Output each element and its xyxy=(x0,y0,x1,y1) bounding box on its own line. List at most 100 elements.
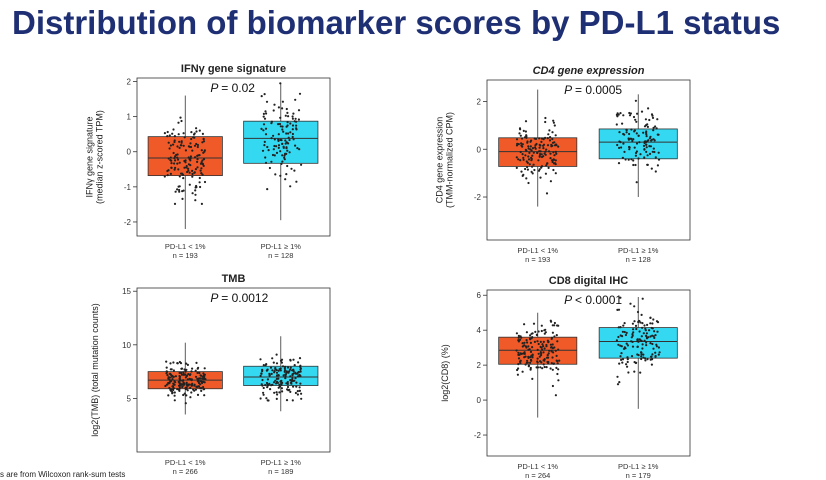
data-point xyxy=(538,355,541,358)
data-point xyxy=(190,370,193,373)
data-point xyxy=(527,345,530,348)
data-point xyxy=(538,155,541,158)
data-point xyxy=(656,133,659,136)
data-point xyxy=(557,348,560,351)
data-point xyxy=(182,373,185,376)
data-point xyxy=(654,125,657,128)
chart-panel: CD4 gene expression -2 0 2 CD4 gene expressi… xyxy=(434,65,691,264)
data-point xyxy=(531,356,534,359)
data-point xyxy=(642,356,645,359)
data-point xyxy=(544,136,547,139)
data-point xyxy=(632,138,635,141)
data-point xyxy=(522,158,525,161)
data-point xyxy=(651,342,654,346)
data-point xyxy=(544,328,547,331)
chart-panel: TMB 5 10 15 log2(TMB) (total mutation counts… xyxy=(90,273,331,476)
data-point xyxy=(616,112,619,115)
data-point xyxy=(616,383,620,386)
data-point xyxy=(646,154,649,157)
p-value-text: = 0.0005 xyxy=(575,83,622,97)
data-point xyxy=(543,359,546,362)
data-point xyxy=(262,123,266,126)
data-point xyxy=(553,154,556,157)
plot-frame xyxy=(136,287,331,453)
data-point xyxy=(291,117,294,120)
data-point xyxy=(285,399,289,402)
data-point xyxy=(169,144,172,147)
data-point xyxy=(283,158,286,161)
data-point xyxy=(196,143,199,147)
group-n: n = 128 xyxy=(268,251,293,260)
data-point xyxy=(267,149,270,152)
data-point xyxy=(635,150,639,153)
data-point xyxy=(193,171,196,174)
data-point xyxy=(540,166,543,169)
data-point xyxy=(272,134,275,137)
data-point xyxy=(527,145,530,148)
data-point xyxy=(554,349,557,352)
y-tick-label: 5 xyxy=(127,394,132,403)
data-point xyxy=(622,114,625,117)
data-point xyxy=(288,388,291,391)
data-point xyxy=(190,379,193,382)
data-point xyxy=(201,141,204,144)
group-label: PD-L1 ≥ 1% xyxy=(261,458,302,467)
data-point xyxy=(631,340,634,343)
data-point xyxy=(546,137,549,140)
data-point xyxy=(270,137,273,140)
data-point xyxy=(202,388,205,391)
data-point xyxy=(260,372,263,375)
data-point xyxy=(268,373,271,377)
data-point xyxy=(196,160,199,163)
data-point xyxy=(524,120,528,123)
y-tick-label: 0 xyxy=(477,145,482,154)
data-point xyxy=(167,376,170,379)
group-n: n = 189 xyxy=(268,467,293,476)
data-point xyxy=(299,370,302,373)
data-point xyxy=(294,144,297,147)
data-point xyxy=(655,345,659,348)
data-point xyxy=(635,142,639,145)
data-point xyxy=(525,339,528,342)
data-point xyxy=(516,373,520,376)
plot-frame xyxy=(486,79,691,241)
data-point xyxy=(190,391,193,394)
data-point xyxy=(188,373,191,377)
data-point xyxy=(556,340,559,343)
data-point xyxy=(277,146,280,149)
data-point xyxy=(176,153,179,156)
data-point xyxy=(547,166,550,169)
data-point xyxy=(292,368,295,371)
data-point xyxy=(526,165,529,169)
data-point xyxy=(521,143,524,146)
data-point xyxy=(287,136,290,139)
data-point xyxy=(182,381,185,384)
data-point xyxy=(544,116,547,120)
data-point xyxy=(298,92,302,95)
data-point xyxy=(552,151,555,154)
data-point xyxy=(650,139,653,142)
data-point xyxy=(552,119,555,122)
data-point xyxy=(194,168,197,171)
data-point xyxy=(163,132,166,135)
data-point xyxy=(651,116,655,119)
data-point xyxy=(285,132,288,135)
data-point xyxy=(286,111,289,114)
data-point xyxy=(179,362,183,365)
data-point xyxy=(619,112,622,115)
data-point xyxy=(273,154,276,157)
data-point xyxy=(185,374,189,377)
data-point xyxy=(176,388,179,391)
data-point xyxy=(260,127,263,130)
data-point xyxy=(534,330,537,333)
data-point xyxy=(523,352,526,355)
data-point xyxy=(552,168,555,172)
data-point xyxy=(648,118,651,122)
data-point xyxy=(297,109,301,112)
data-point xyxy=(202,158,206,161)
group-label: PD-L1 < 1% xyxy=(165,242,206,251)
data-point xyxy=(645,150,648,153)
data-point xyxy=(168,134,171,137)
data-point xyxy=(165,360,168,363)
data-point xyxy=(299,368,302,371)
